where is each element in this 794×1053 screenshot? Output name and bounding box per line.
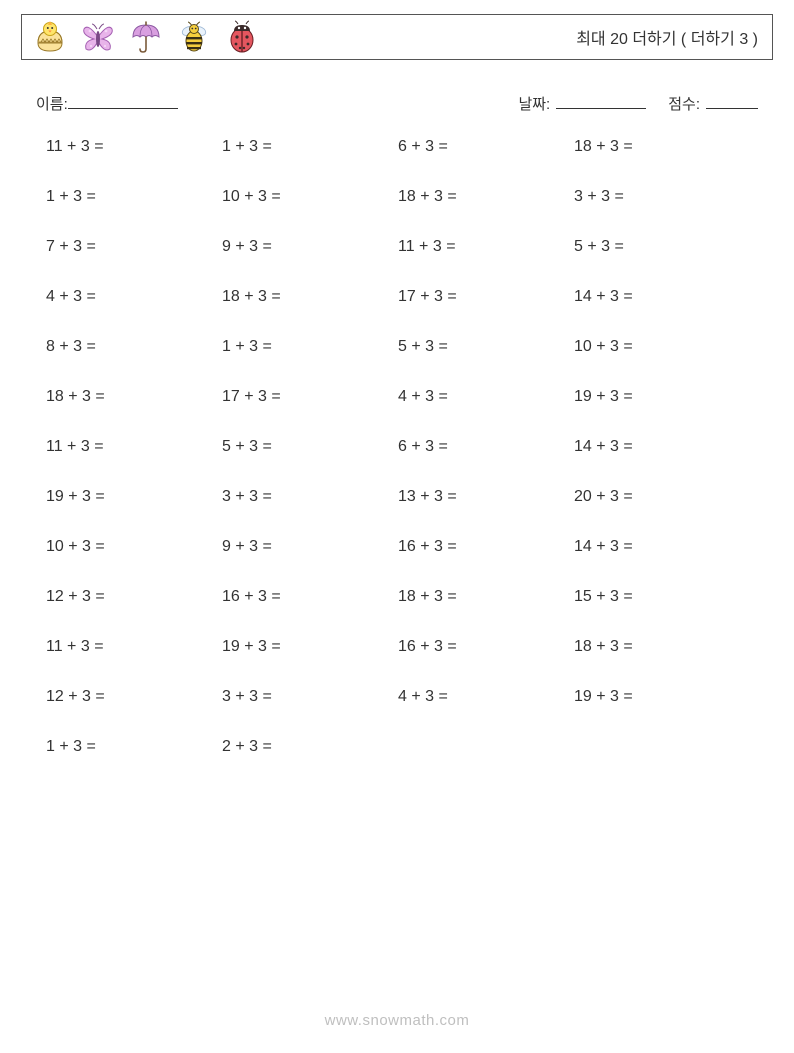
header-title: 최대 20 더하기 ( 더하기 3 ): [576, 25, 758, 49]
problem-cell: 6 + 3 =: [398, 438, 574, 488]
problem-cell: [398, 738, 574, 788]
problem-cell: 18 + 3 =: [46, 388, 222, 438]
problem-cell: 18 + 3 =: [222, 288, 398, 338]
problem-cell: 11 + 3 =: [46, 138, 222, 188]
problem-cell: 3 + 3 =: [222, 488, 398, 538]
problem-cell: 3 + 3 =: [222, 688, 398, 738]
problem-cell: 20 + 3 =: [574, 488, 750, 538]
problem-cell: 2 + 3 =: [222, 738, 398, 788]
info-name: 이름:: [36, 93, 178, 114]
name-label: 이름:: [36, 93, 68, 114]
problem-cell: 16 + 3 =: [398, 638, 574, 688]
bee-icon: [176, 19, 212, 55]
problem-cell: 1 + 3 =: [46, 738, 222, 788]
score-label: 점수:: [668, 93, 700, 114]
problem-cell: 18 + 3 =: [574, 138, 750, 188]
problem-cell: 12 + 3 =: [46, 588, 222, 638]
problem-cell: 19 + 3 =: [222, 638, 398, 688]
problem-cell: 5 + 3 =: [574, 238, 750, 288]
problem-cell: 8 + 3 =: [46, 338, 222, 388]
score-underline: [706, 94, 758, 109]
problem-grid: 11 + 3 =1 + 3 =6 + 3 =18 + 3 =1 + 3 =10 …: [46, 138, 750, 788]
problem-cell: 10 + 3 =: [574, 338, 750, 388]
problem-cell: 18 + 3 =: [398, 188, 574, 238]
problem-cell: 5 + 3 =: [222, 438, 398, 488]
watermark: www.snowmath.com: [0, 1012, 794, 1029]
problem-cell: 3 + 3 =: [574, 188, 750, 238]
date-underline: [556, 94, 646, 109]
problem-cell: 1 + 3 =: [222, 338, 398, 388]
problem-cell: 15 + 3 =: [574, 588, 750, 638]
butterfly-icon: [80, 19, 116, 55]
problem-cell: 16 + 3 =: [398, 538, 574, 588]
problem-cell: 17 + 3 =: [222, 388, 398, 438]
problem-cell: 10 + 3 =: [46, 538, 222, 588]
problem-cell: 17 + 3 =: [398, 288, 574, 338]
problem-cell: 14 + 3 =: [574, 438, 750, 488]
problem-cell: 11 + 3 =: [46, 438, 222, 488]
problem-cell: 18 + 3 =: [574, 638, 750, 688]
problem-cell: 11 + 3 =: [46, 638, 222, 688]
header-box: 최대 20 더하기 ( 더하기 3 ): [21, 14, 773, 60]
info-right: 날짜: 점수:: [518, 93, 758, 114]
problem-cell: 7 + 3 =: [46, 238, 222, 288]
problem-cell: 18 + 3 =: [398, 588, 574, 638]
umbrella-icon: [128, 19, 164, 55]
problem-cell: 4 + 3 =: [398, 688, 574, 738]
problem-cell: 9 + 3 =: [222, 538, 398, 588]
chick-icon: [32, 19, 68, 55]
problem-cell: 19 + 3 =: [574, 388, 750, 438]
problem-cell: 9 + 3 =: [222, 238, 398, 288]
problem-cell: 16 + 3 =: [222, 588, 398, 638]
problem-cell: 4 + 3 =: [46, 288, 222, 338]
problem-cell: 6 + 3 =: [398, 138, 574, 188]
problem-cell: 4 + 3 =: [398, 388, 574, 438]
problem-cell: 1 + 3 =: [46, 188, 222, 238]
ladybug-icon: [224, 19, 260, 55]
header-icons: [32, 19, 260, 55]
name-underline: [68, 94, 178, 109]
problem-cell: 19 + 3 =: [574, 688, 750, 738]
info-row: 이름: 날짜: 점수:: [36, 93, 758, 114]
problem-cell: 10 + 3 =: [222, 188, 398, 238]
date-label: 날짜:: [518, 93, 550, 114]
problem-cell: 14 + 3 =: [574, 538, 750, 588]
problem-cell: 12 + 3 =: [46, 688, 222, 738]
problem-cell: [574, 738, 750, 788]
problem-cell: 11 + 3 =: [398, 238, 574, 288]
problem-cell: 14 + 3 =: [574, 288, 750, 338]
problem-cell: 13 + 3 =: [398, 488, 574, 538]
problem-cell: 1 + 3 =: [222, 138, 398, 188]
problem-cell: 5 + 3 =: [398, 338, 574, 388]
problem-cell: 19 + 3 =: [46, 488, 222, 538]
